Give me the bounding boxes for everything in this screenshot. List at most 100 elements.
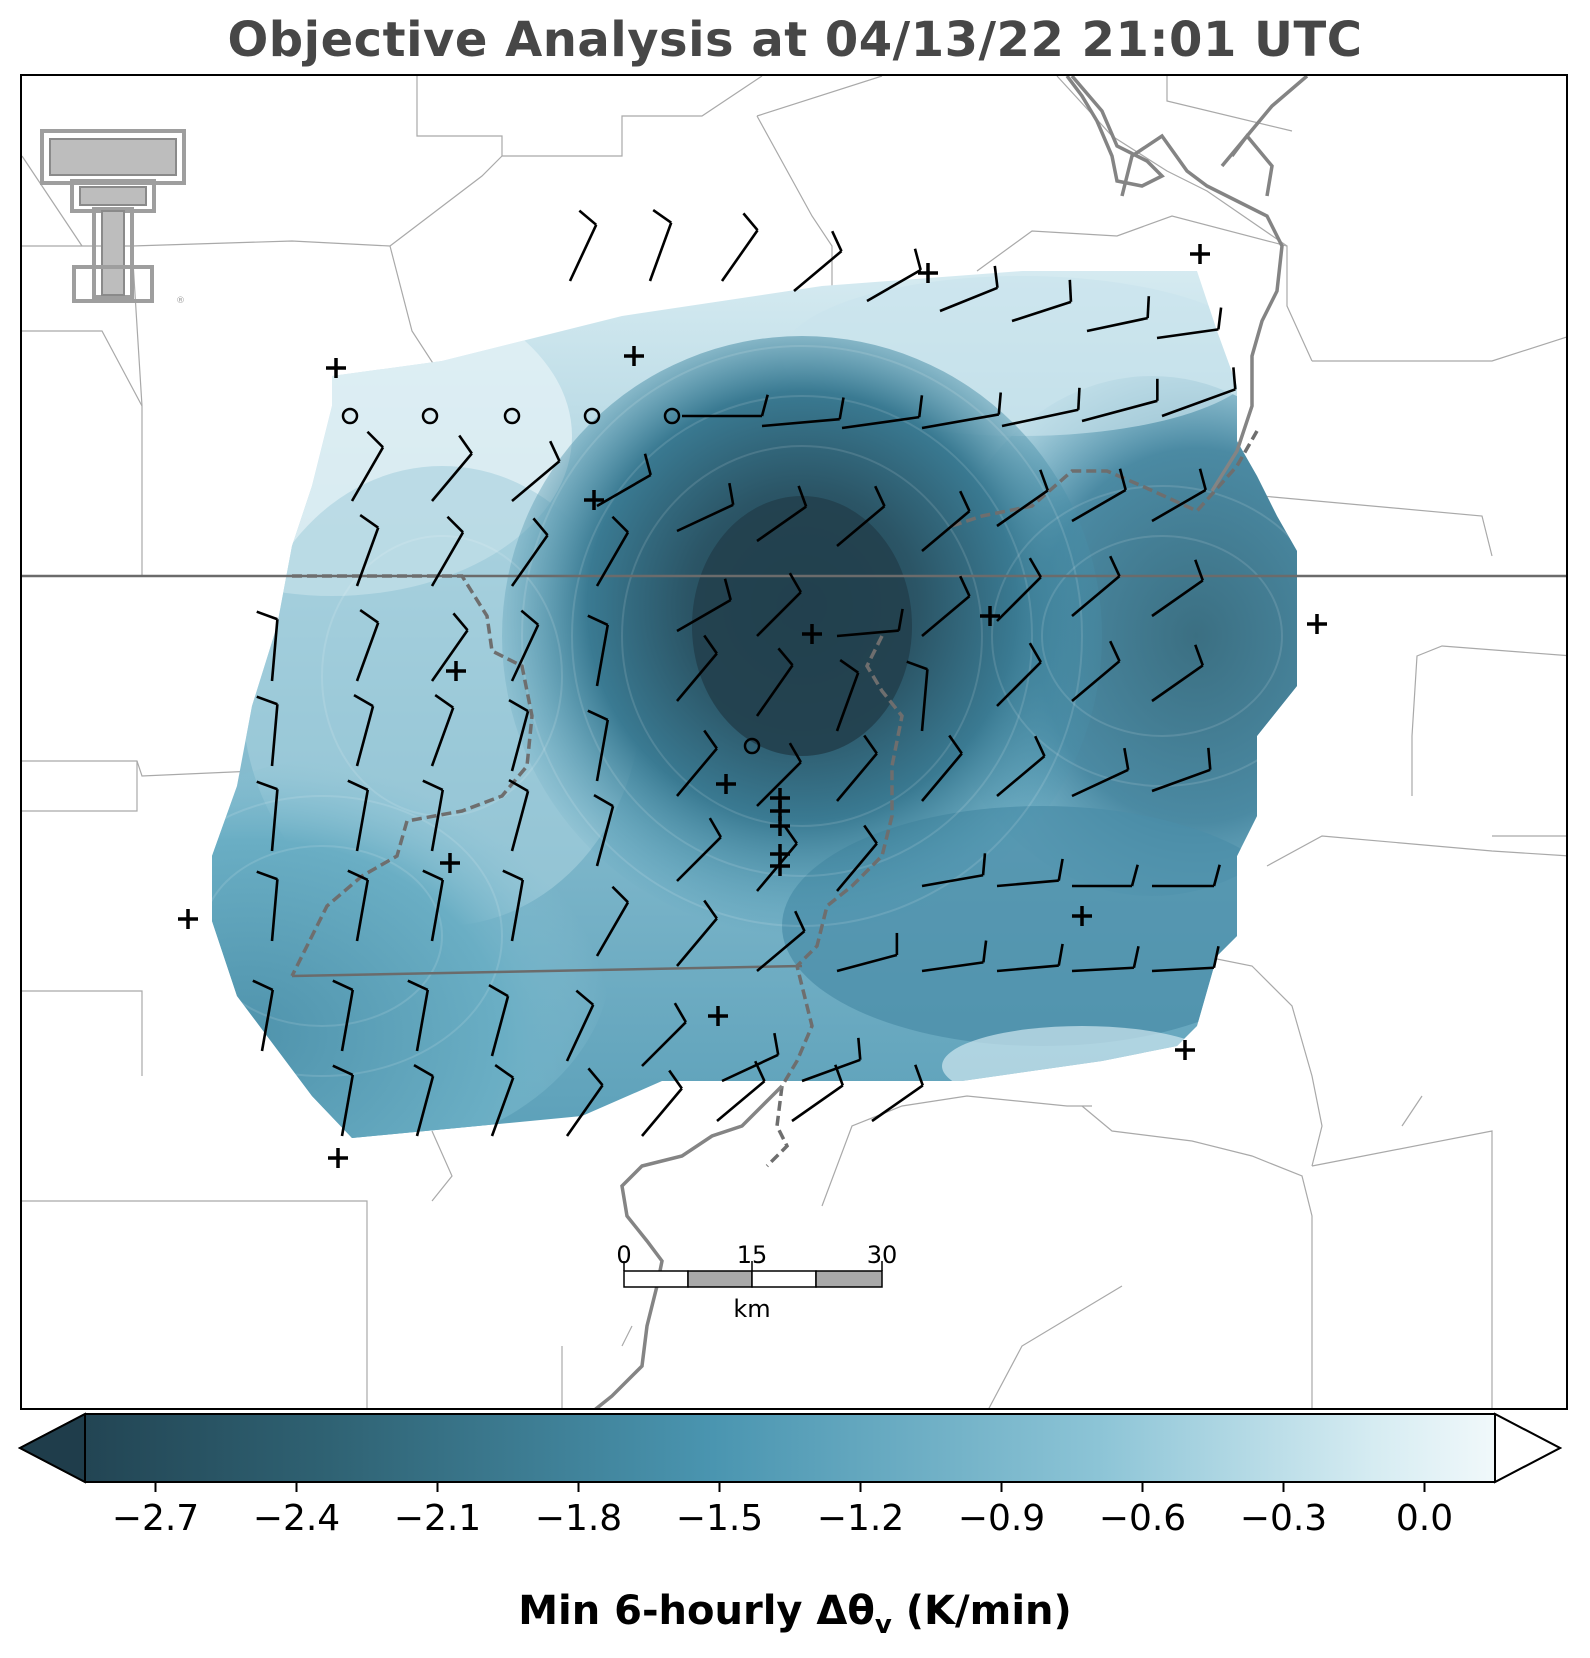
wind-barb-staff: [641, 1021, 687, 1067]
wind-barb-flag: [788, 742, 802, 763]
wind-barb-staff: [996, 489, 1049, 528]
wind-barb-staff: [595, 901, 630, 957]
wind-barb-staff: [921, 961, 984, 973]
colorbar-tick-label: −0.6: [1099, 1498, 1186, 1539]
wind-barb-staff: [596, 473, 652, 508]
wind-barb-staff: [791, 1084, 844, 1123]
station-plus-marker: [716, 774, 736, 794]
wind-barb-staff: [921, 595, 971, 637]
wind-barb-flag: [708, 817, 722, 838]
wind-barb-staff: [1071, 575, 1121, 617]
wind-barb-staff: [1161, 388, 1236, 418]
wind-barb-flag: [458, 434, 473, 455]
wind-barb-flag: [1057, 943, 1064, 966]
station-plus-marker: [980, 606, 1000, 626]
wind-barb-staff: [1151, 966, 1214, 973]
wind-barb-flag: [754, 1060, 766, 1082]
wind-barb-flag: [359, 609, 379, 624]
wind-barb-flag: [452, 612, 469, 632]
colorbar-tick-label: −1.8: [535, 1498, 622, 1539]
station-calm-circle: [663, 407, 681, 425]
wind-barb-flag: [256, 780, 278, 791]
wind-barb-flag: [413, 1063, 434, 1078]
wind-barb-staff: [510, 710, 530, 772]
wind-barb-staff: [921, 413, 1000, 430]
wind-barb-flag: [703, 899, 718, 920]
wind-barb-staff: [836, 752, 878, 802]
wind-barb-flag: [578, 209, 598, 226]
wind-barb-flag: [783, 824, 798, 845]
wind-barb-flag: [532, 517, 549, 537]
colorbar-low-extend: [17, 1412, 86, 1484]
wind-barb-staff: [510, 879, 525, 942]
wind-barb-staff: [721, 1053, 779, 1083]
wind-barb-staff: [595, 624, 610, 687]
station-calm-circle: [503, 407, 521, 425]
colorbar-tick-label: −0.9: [958, 1498, 1045, 1539]
colorbar-label: Min 6-hourly Δθv (K/min): [0, 1588, 1590, 1640]
wind-barb-staff: [510, 790, 530, 852]
colorbar-tick-label: −0.3: [1240, 1498, 1327, 1539]
station-plus-marker: [178, 909, 198, 929]
wind-barb-flag: [508, 778, 529, 793]
wind-barb-flag: [874, 485, 886, 507]
wind-barb-staff: [1151, 664, 1204, 703]
wind-barb-flag: [256, 870, 278, 881]
station-plus-marker: [1175, 1040, 1195, 1060]
wind-barb-flag: [728, 482, 735, 506]
map-canvas[interactable]: ® 0 15 30 km: [22, 76, 1568, 1410]
wind-barb-staff: [1081, 399, 1158, 423]
colorbar-label-units: (K/min): [891, 1588, 1072, 1634]
wind-barb-staff: [921, 510, 971, 552]
wind-barb-flag: [256, 610, 278, 621]
wind-barb-staff: [676, 917, 718, 967]
wind-barb-staff: [430, 707, 455, 767]
wind-barb-staff: [996, 576, 1042, 622]
wind-barb-staff: [716, 1080, 766, 1122]
wind-barb-flag: [668, 1069, 683, 1090]
wind-barb-flag: [917, 395, 924, 418]
main-river: [594, 76, 1309, 1408]
wind-barb-flag: [549, 440, 561, 462]
wind-barb-staff: [996, 755, 1046, 797]
wind-barb-staff: [836, 842, 878, 892]
wind-barb-staff: [676, 836, 722, 882]
wind-barb-flag: [914, 1064, 925, 1086]
wind-barb-flag: [777, 647, 794, 667]
wind-barb-staff: [996, 964, 1059, 973]
wind-barb-flag: [587, 614, 609, 627]
wind-barb-flag: [1217, 307, 1223, 330]
station-plus-marker: [326, 358, 346, 378]
wind-barb-staff: [1071, 768, 1129, 798]
svg-text:®: ®: [176, 296, 185, 306]
wind-barb-staff: [1151, 768, 1211, 793]
wind-barb-staff: [1011, 300, 1072, 323]
map-panel[interactable]: ® 0 15 30 km: [20, 74, 1568, 1410]
wind-barb-flag: [252, 979, 274, 992]
station-plus-marker: [918, 263, 938, 283]
wind-barb-flag: [502, 869, 524, 882]
wind-barb-staff: [430, 879, 445, 942]
wind-barb-staff: [648, 222, 673, 282]
colorbar-tick-label: 0.0: [1396, 1498, 1453, 1539]
station-markers: [178, 244, 1327, 1168]
wind-barb-staff: [565, 1084, 604, 1137]
wind-barb-flag: [788, 572, 802, 593]
shaded-field: [212, 271, 1297, 1138]
wind-barb-flag: [1198, 468, 1207, 491]
wind-barb-flag: [906, 660, 928, 671]
wind-barb-flag: [863, 824, 878, 845]
colorbar-label-subscript: v: [874, 1610, 892, 1640]
wind-barb-staff: [355, 622, 380, 682]
wind-barb-flag: [422, 779, 444, 792]
wind-barb-staff: [270, 789, 279, 852]
wind-barb-flag: [1212, 864, 1221, 887]
wind-barb-flag: [643, 453, 652, 476]
wind-barb-staff: [415, 1075, 435, 1137]
wind-barb-staff: [270, 619, 279, 682]
wind-barb-staff: [415, 989, 430, 1052]
wind-barb-flag: [981, 853, 987, 876]
station-plus-marker: [770, 856, 790, 876]
wind-barb-flag: [520, 609, 540, 626]
wind-barb-flag: [508, 698, 529, 713]
